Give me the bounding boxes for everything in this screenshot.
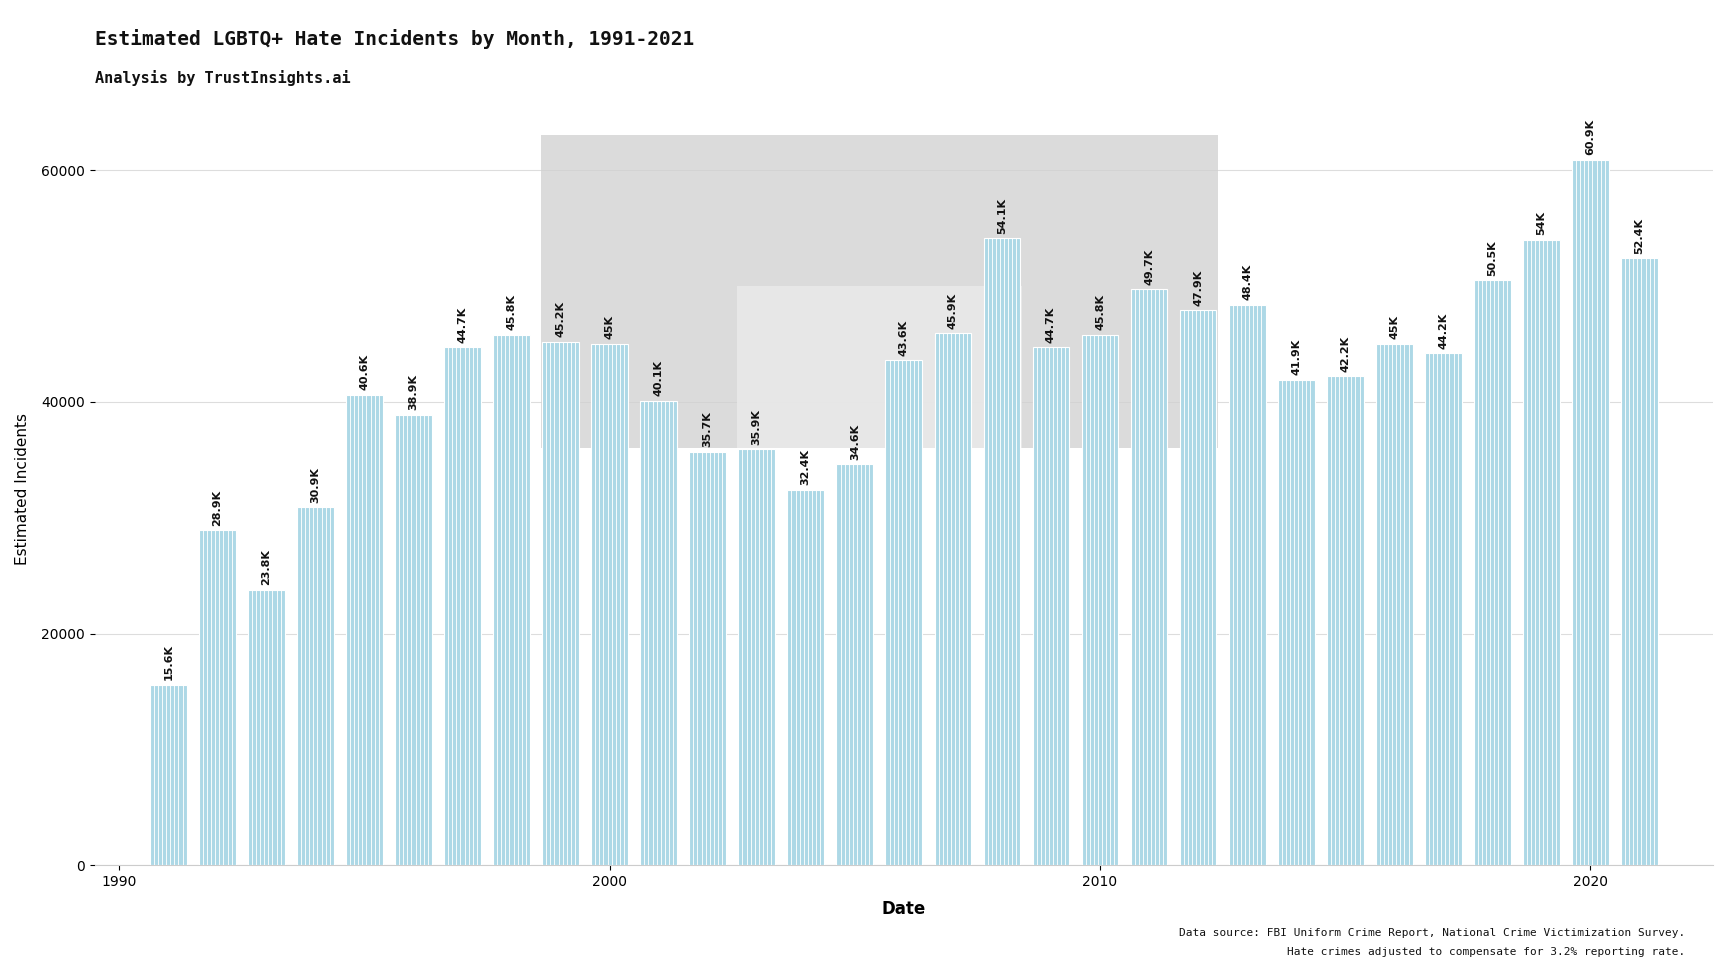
Bar — [1229, 304, 1265, 865]
Text: 47.9K: 47.9K — [1192, 269, 1203, 305]
Text: 45.9K: 45.9K — [949, 293, 957, 329]
Text: Analysis by TrustInsights.ai: Analysis by TrustInsights.ai — [95, 70, 351, 86]
Text: 15.6K: 15.6K — [162, 643, 173, 679]
Text: 52.4K: 52.4K — [1635, 218, 1645, 254]
Bar — [1130, 290, 1168, 865]
Bar — [689, 452, 726, 865]
Bar — [396, 415, 432, 865]
Bar — [990, 691, 1013, 796]
Text: Hate crimes adjusted to compensate for 3.2% reporting rate.: Hate crimes adjusted to compensate for 3… — [1287, 948, 1685, 957]
Text: 60.9K: 60.9K — [1585, 119, 1595, 156]
Text: 34.6K: 34.6K — [850, 424, 861, 460]
Bar — [795, 773, 817, 830]
Text: 50.5K: 50.5K — [1488, 240, 1498, 275]
Bar — [1040, 726, 1063, 808]
Text: 45.2K: 45.2K — [556, 301, 565, 337]
Text: 44.2K: 44.2K — [1438, 312, 1448, 349]
Text: 54.1K: 54.1K — [997, 198, 1007, 234]
Bar — [541, 135, 1218, 448]
Bar — [885, 361, 923, 865]
Bar — [346, 395, 384, 865]
Text: 23.8K: 23.8K — [261, 549, 271, 585]
Text: 35.7K: 35.7K — [703, 411, 712, 447]
Text: 54K: 54K — [1536, 211, 1547, 235]
Bar — [942, 726, 964, 808]
Text: 45.8K: 45.8K — [506, 294, 517, 330]
Text: 32.4K: 32.4K — [800, 449, 810, 485]
Bar — [1474, 280, 1510, 865]
Text: 45K: 45K — [1389, 315, 1400, 339]
Text: 44.7K: 44.7K — [458, 306, 468, 343]
Text: 45.8K: 45.8K — [1096, 294, 1104, 330]
Bar — [1236, 773, 1258, 819]
Text: 40.1K: 40.1K — [653, 360, 664, 396]
Bar — [1572, 159, 1609, 865]
Text: 49.7K: 49.7K — [1144, 249, 1154, 285]
Text: 40.6K: 40.6K — [359, 354, 370, 391]
Bar — [501, 610, 522, 773]
X-axis label: Date: Date — [881, 900, 926, 919]
Bar — [1327, 376, 1363, 865]
Text: 44.7K: 44.7K — [1045, 306, 1056, 343]
Bar — [1187, 749, 1210, 808]
Bar — [1426, 353, 1462, 865]
Text: Data source: FBI Uniform Crime Report, National Crime Victimization Survey.: Data source: FBI Uniform Crime Report, N… — [1178, 928, 1685, 938]
Text: 42.2K: 42.2K — [1341, 335, 1350, 371]
Bar — [1089, 726, 1111, 808]
Y-axis label: Estimated Incidents: Estimated Incidents — [16, 413, 29, 565]
Bar — [1180, 310, 1217, 865]
Bar — [403, 610, 425, 773]
Bar — [150, 684, 187, 865]
Bar — [788, 490, 824, 865]
Bar — [1139, 726, 1159, 808]
Bar — [451, 610, 473, 784]
Bar — [297, 507, 334, 865]
Bar — [746, 749, 767, 819]
Bar — [591, 344, 627, 865]
Bar — [893, 749, 914, 819]
Bar — [1375, 344, 1412, 865]
Bar — [836, 465, 873, 865]
Bar — [1033, 347, 1070, 865]
Bar — [1082, 334, 1118, 865]
Bar — [648, 726, 670, 808]
Text: 35.9K: 35.9K — [752, 409, 762, 445]
Bar — [1522, 240, 1560, 865]
Text: 28.9K: 28.9K — [213, 490, 223, 526]
Bar — [738, 449, 776, 865]
Text: Estimated LGBTQ+ Hate Incidents by Month, 1991-2021: Estimated LGBTQ+ Hate Incidents by Month… — [95, 29, 695, 50]
Bar — [492, 334, 530, 865]
Text: 41.9K: 41.9K — [1291, 339, 1301, 375]
Text: 38.9K: 38.9K — [408, 374, 418, 410]
Bar — [1277, 380, 1315, 865]
Text: 43.6K: 43.6K — [899, 320, 909, 356]
Bar — [543, 341, 579, 865]
Text: 45K: 45K — [605, 315, 615, 339]
Bar — [1621, 259, 1657, 865]
Bar — [444, 347, 480, 865]
Bar — [641, 400, 677, 865]
Bar — [199, 531, 235, 865]
Bar — [935, 333, 971, 865]
Bar — [247, 590, 285, 865]
Bar — [598, 691, 620, 796]
Bar — [550, 610, 572, 784]
Bar — [983, 238, 1020, 865]
Bar — [696, 726, 719, 808]
Text: 30.9K: 30.9K — [311, 467, 320, 503]
Bar — [738, 286, 1021, 448]
Text: 48.4K: 48.4K — [1242, 263, 1253, 300]
Bar — [843, 773, 866, 830]
